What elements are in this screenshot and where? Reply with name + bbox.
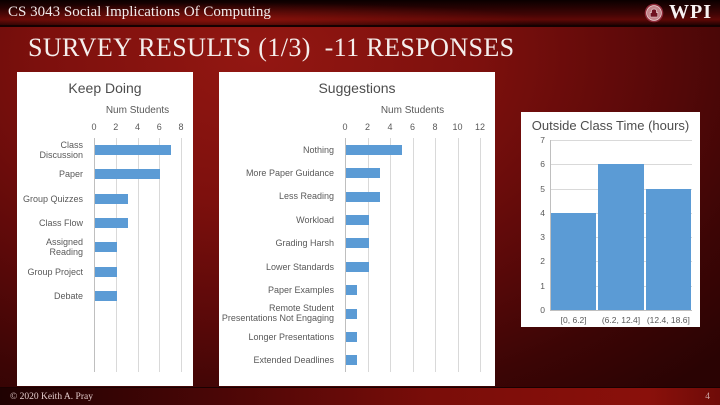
- bar: [95, 290, 117, 301]
- bar: [95, 169, 161, 180]
- gridline: [550, 310, 692, 311]
- chart-outside-class-time: Outside Class Time (hours) 0 1 2 3 4 5 6 7 [0, 6.…: [521, 112, 700, 327]
- bar: [346, 355, 358, 366]
- y-axis-tick: 6: [540, 159, 545, 170]
- bar: [551, 212, 597, 310]
- chart-title: Outside Class Time (hours): [531, 118, 690, 133]
- bar: [346, 238, 369, 249]
- value-axis-title: Num Students: [105, 105, 170, 116]
- category-label: Longer Presentations: [248, 331, 334, 342]
- chart-keep-doing: Keep Doing Num Students 0 2 4 6 8 Class Discuss…: [17, 72, 193, 386]
- header-bar: CS 3043 Social Implications Of Computing…: [0, 0, 720, 27]
- bar: [346, 191, 380, 202]
- wpi-logo-text: WPI: [669, 1, 712, 23]
- value-axis-tick: 0: [342, 122, 348, 132]
- chart-title: Keep Doing: [68, 80, 142, 96]
- bar: [95, 266, 117, 277]
- bar: [346, 285, 358, 296]
- category-label: Extended Deadlines: [253, 355, 334, 366]
- category-label: Group Project: [27, 266, 83, 277]
- course-title: CS 3043 Social Implications Of Computing: [8, 4, 271, 20]
- category-label: Grading Harsh: [275, 238, 334, 249]
- bar: [346, 261, 369, 272]
- value-axis-title: Num Students: [380, 105, 445, 116]
- chart-suggestions: Suggestions Num Students 0 2 4 6 8 10 12 Nothing M…: [219, 72, 495, 386]
- gridline: [412, 138, 414, 372]
- x-axis-tick: (6.2, 12.4]: [601, 315, 641, 325]
- wpi-seal-icon: [644, 3, 664, 22]
- y-axis-line: [550, 140, 551, 310]
- category-label: More Paper Guidance: [245, 168, 334, 179]
- category-label: Paper Examples: [267, 285, 334, 296]
- y-axis-tick: 7: [540, 135, 545, 145]
- bar: [95, 145, 172, 156]
- gridline: [94, 138, 95, 372]
- value-axis-tick: 8: [432, 122, 438, 132]
- footer-bar: © 2020 Keith A. Pray 4: [0, 387, 720, 405]
- bar: [346, 168, 380, 179]
- value-axis-tick: 6: [409, 122, 415, 132]
- gridline: [435, 138, 436, 372]
- category-label: Paper: [58, 169, 83, 180]
- category-label: Group Quizzes: [22, 193, 83, 204]
- value-axis-tick: 4: [134, 122, 140, 132]
- category-label: Less Reading: [278, 191, 334, 202]
- footer-copyright: © 2020 Keith A. Pray: [10, 391, 93, 402]
- gridline: [115, 138, 117, 372]
- value-axis-tick: 6: [156, 122, 162, 132]
- x-axis-tick: [0, 6.2]: [560, 315, 587, 325]
- category-label: Lower Standards: [265, 261, 334, 272]
- category-label: Workload: [296, 214, 334, 225]
- category-label: Debate: [53, 290, 83, 301]
- bar: [346, 214, 369, 225]
- value-axis-tick: 2: [364, 122, 370, 132]
- category-label: Remote Student Presentations Not Engagin…: [221, 303, 334, 324]
- x-axis-tick: (12.4, 18.6]: [646, 315, 690, 325]
- wpi-logo: WPI: [644, 1, 712, 24]
- bar: [598, 164, 644, 310]
- value-axis-tick: 4: [387, 122, 393, 132]
- chart-title: Suggestions: [318, 80, 396, 96]
- bar: [95, 218, 128, 229]
- category-label: Assigned Reading: [45, 237, 83, 258]
- bar: [95, 193, 128, 204]
- y-axis-tick: 2: [540, 256, 545, 267]
- gridline: [159, 138, 161, 372]
- value-axis-tick: 2: [113, 122, 119, 132]
- category-label: Class Discussion: [39, 140, 83, 161]
- y-axis-tick: 3: [540, 232, 545, 243]
- y-axis-tick: 1: [540, 280, 545, 291]
- gridline: [457, 138, 459, 372]
- gridline: [550, 140, 692, 141]
- value-axis-tick: 8: [178, 122, 184, 132]
- y-axis-tick: 4: [540, 207, 545, 218]
- gridline: [367, 138, 369, 372]
- y-axis-tick: 5: [540, 183, 545, 194]
- value-axis-tick: 0: [91, 122, 97, 132]
- bar: [346, 331, 358, 342]
- footer-page-number: 4: [705, 391, 710, 402]
- slide-title: SURVEY RESULTS (1/3) -11 RESPONSES: [28, 33, 515, 62]
- gridline: [181, 138, 182, 372]
- bar: [346, 308, 358, 319]
- value-axis-tick: 12: [474, 122, 485, 132]
- category-label: Nothing: [302, 144, 334, 155]
- gridline: [480, 138, 481, 372]
- gridline: [390, 138, 391, 372]
- bar: [95, 242, 117, 253]
- value-axis-tick: 10: [452, 122, 463, 132]
- category-label: Class Flow: [38, 218, 83, 229]
- bar: [645, 188, 691, 310]
- bar: [346, 144, 403, 155]
- gridline: [345, 138, 346, 372]
- gridline: [137, 138, 139, 372]
- y-axis-tick: 0: [540, 305, 545, 315]
